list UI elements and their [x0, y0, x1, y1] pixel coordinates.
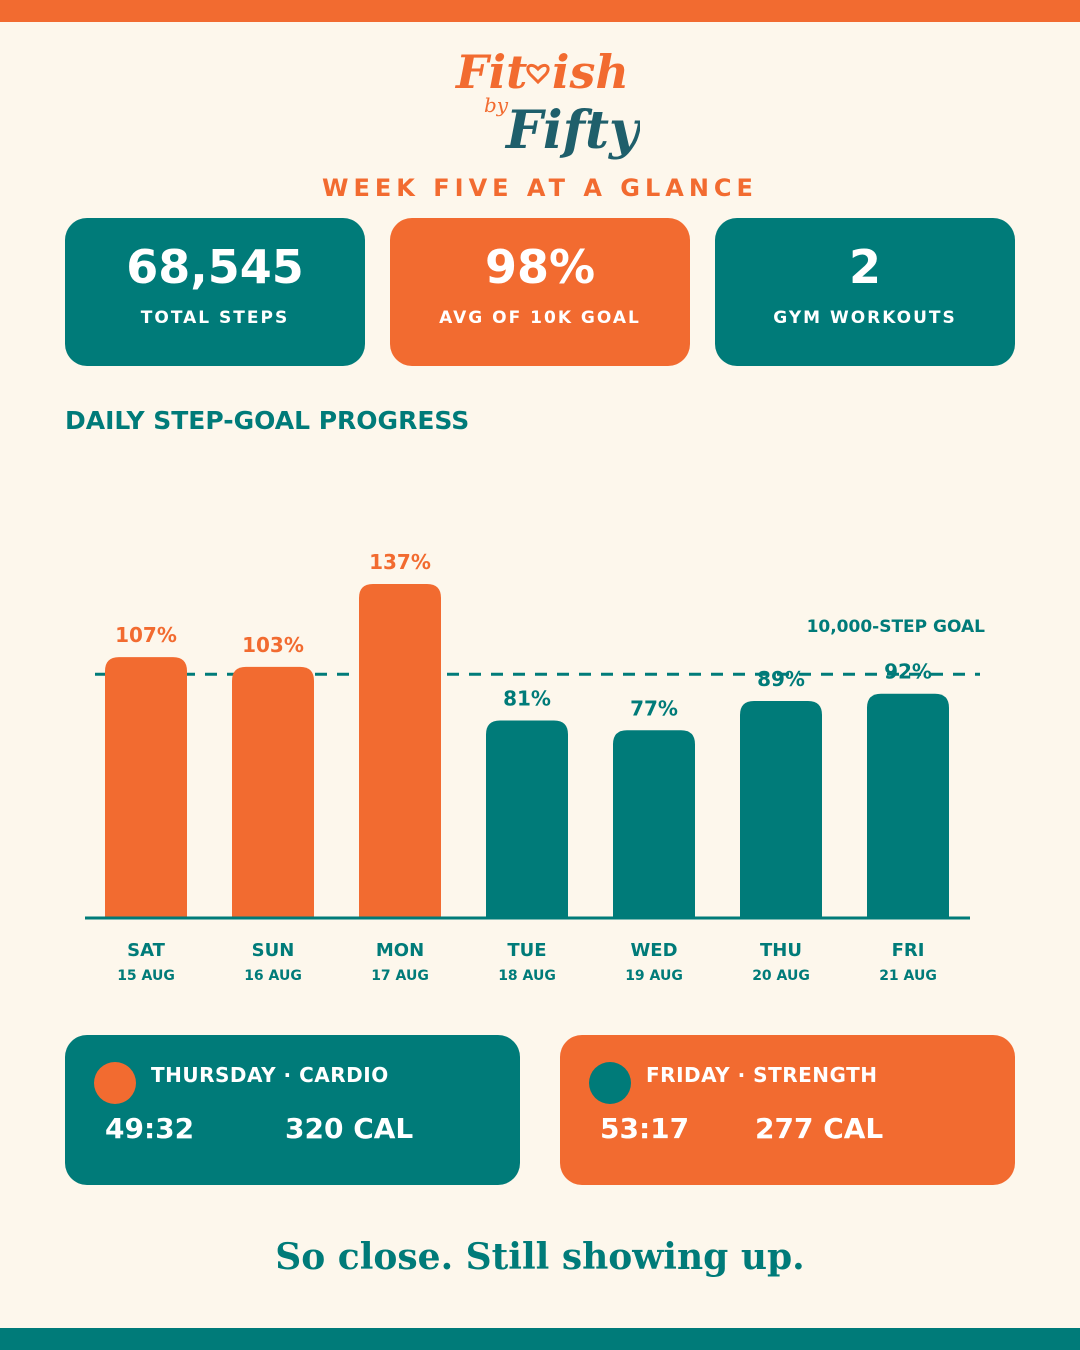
x-tick-day: SAT [127, 940, 165, 961]
x-tick-day: WED [630, 940, 677, 961]
x-tick-day: MON [376, 940, 424, 961]
bar-value-label: 89% [757, 667, 805, 691]
svg-text:Fifty: Fifty [504, 100, 640, 161]
bar-value-label: 103% [242, 633, 304, 657]
x-tick-day: FRI [892, 940, 925, 961]
bar-tue [486, 720, 568, 918]
step-goal-bar-chart: 107% SAT 15 AUG 103% SUN 16 AUG 137% MON 17 AUG 8… [85, 550, 986, 984]
workout-duration: 49:32 [105, 1112, 195, 1145]
workout-title: THURSDAY · CARDIO [151, 1063, 389, 1087]
bar-value-label: 81% [503, 687, 551, 711]
bar-wed [613, 730, 695, 918]
stat-card-total-steps: 68,545 TOTAL STEPS [65, 218, 365, 366]
svg-text:by: by [484, 93, 509, 117]
x-tick-date: 16 AUG [244, 968, 302, 984]
bottom-accent-bar [0, 1328, 1080, 1350]
x-tick-date: 17 AUG [371, 968, 429, 984]
bar-mon [359, 584, 441, 918]
stat-value: 2 [848, 240, 881, 294]
x-tick-day: TUE [507, 940, 546, 961]
bar-sat [105, 657, 187, 918]
x-tick-day: THU [760, 940, 802, 961]
x-tick-date: 18 AUG [498, 968, 556, 984]
workout-calories: 320 CAL [285, 1112, 414, 1145]
chart-title: DAILY STEP-GOAL PROGRESS [65, 406, 470, 435]
stat-label: TOTAL STEPS [140, 308, 290, 328]
top-accent-bar [0, 0, 1080, 22]
workout-dot-icon [589, 1062, 631, 1104]
x-tick-date: 20 AUG [752, 968, 810, 984]
stat-label: AVG OF 10K GOAL [439, 308, 641, 328]
svg-text:Fit: Fit [454, 45, 527, 99]
tagline: So close. Still showing up. [275, 1236, 805, 1278]
workout-duration: 53:17 [600, 1112, 690, 1145]
bar-fri [867, 693, 949, 918]
workout-title: FRIDAY · STRENGTH [646, 1063, 878, 1087]
x-tick-date: 15 AUG [117, 968, 175, 984]
bar-value-label: 92% [884, 660, 932, 684]
page-headline: WEEK FIVE AT A GLANCE [322, 174, 758, 202]
stat-card-avg-goal: 98% AVG OF 10K GOAL [390, 218, 690, 366]
bar-value-label: 137% [369, 550, 431, 574]
goal-line-label: 10,000-STEP GOAL [807, 617, 986, 637]
brand-logo: Fit ish by Fifty [454, 45, 640, 161]
workout-dot-icon [94, 1062, 136, 1104]
svg-text:ish: ish [552, 45, 629, 99]
bar-thu [740, 701, 822, 918]
stat-value: 68,545 [126, 240, 304, 294]
x-tick-date: 19 AUG [625, 968, 683, 984]
workout-card-friday: FRIDAY · STRENGTH 53:17 277 CAL [560, 1035, 1015, 1185]
stat-label: GYM WORKOUTS [773, 308, 957, 328]
x-tick-day: SUN [252, 940, 295, 961]
x-tick-date: 21 AUG [879, 968, 937, 984]
bar-value-label: 77% [630, 696, 678, 720]
workout-card-thursday: THURSDAY · CARDIO 49:32 320 CAL [65, 1035, 520, 1185]
stat-value: 98% [484, 240, 596, 294]
bar-sun [232, 666, 314, 918]
bar-value-label: 107% [115, 623, 177, 647]
workout-calories: 277 CAL [755, 1112, 884, 1145]
stat-card-gym-workouts: 2 GYM WORKOUTS [715, 218, 1015, 366]
